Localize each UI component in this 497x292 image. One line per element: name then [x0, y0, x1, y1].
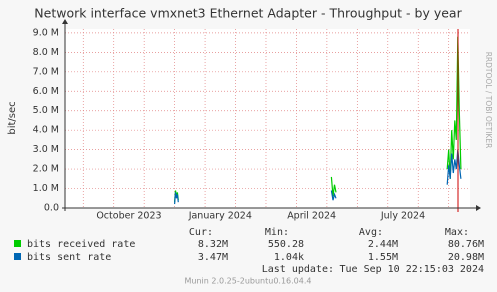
stat-value: 1.04k [274, 252, 304, 263]
legend-label: bits sent rate [27, 252, 111, 263]
legend: Cur: Min: Avg: Max: bits received rate 8.32M 5… [14, 227, 484, 263]
chart-title: Network interface vmxnet3 Ethernet Adapt… [34, 6, 462, 21]
y-tick-label: 6.0 M [33, 86, 59, 97]
legend-swatch [14, 240, 21, 247]
stat-value: 80.76M [448, 239, 484, 250]
y-tick-label: 3.0 M [33, 144, 59, 155]
x-axis-arrow [476, 205, 481, 211]
x-tick-label: January 2024 [188, 211, 252, 222]
y-axis-arrow [62, 19, 68, 24]
legend-swatch [14, 253, 21, 260]
side-text: RRDTOOL / TOBI OETIKER [484, 52, 493, 149]
y-tick-label: 5.0 M [33, 105, 59, 116]
plot-area [65, 29, 470, 208]
stat-value: 3.47M [198, 252, 228, 263]
stat-value: 550.28 [268, 239, 304, 250]
y-tick-label: 0.0 [44, 203, 59, 214]
last-update: Tue Sep 10 22:15:03 2024 [340, 264, 485, 275]
y-tick-label: 1.0 M [33, 183, 59, 194]
stat-header: Min: [265, 227, 289, 238]
stat-value: 8.32M [198, 239, 228, 250]
y-axis-label: bit/sec [7, 101, 18, 134]
x-tick-label: July 2024 [380, 211, 425, 222]
x-tick-label: October 2023 [96, 211, 161, 222]
y-tick-label: 8.0 M [33, 47, 59, 58]
last-update-label: Last update: [262, 264, 334, 275]
stat-value: 2.44M [368, 239, 398, 250]
footer: Munin 2.0.25-2ubuntu0.16.04.4 [185, 277, 312, 286]
series-line [174, 149, 462, 205]
stat-value: 1.55M [368, 252, 398, 263]
x-tick-label: April 2024 [287, 211, 336, 222]
stat-header: Avg: [359, 227, 383, 238]
y-tick-label: 7.0 M [33, 66, 59, 77]
legend-label: bits received rate [27, 239, 135, 250]
y-tick-label: 9.0 M [33, 27, 59, 38]
stat-header: Max: [445, 227, 469, 238]
y-tick-label: 4.0 M [33, 125, 59, 136]
y-tick-label: 2.0 M [33, 164, 59, 175]
stat-value: 20.98M [448, 252, 484, 263]
lines [174, 36, 462, 205]
stat-header: Cur: [189, 227, 213, 238]
